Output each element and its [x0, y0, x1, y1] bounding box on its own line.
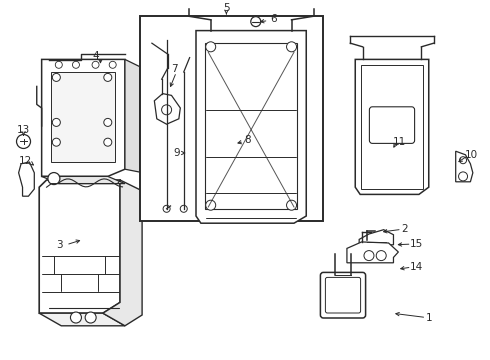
- Circle shape: [206, 42, 216, 52]
- Circle shape: [287, 200, 296, 210]
- Bar: [205, 43, 297, 209]
- FancyBboxPatch shape: [320, 273, 366, 318]
- Polygon shape: [19, 162, 34, 196]
- Text: 4: 4: [92, 51, 99, 61]
- Polygon shape: [456, 151, 473, 182]
- Circle shape: [55, 61, 62, 68]
- Polygon shape: [39, 180, 120, 313]
- Circle shape: [109, 61, 116, 68]
- Circle shape: [364, 251, 374, 261]
- Polygon shape: [125, 59, 140, 172]
- Text: 10: 10: [465, 150, 478, 160]
- Text: 15: 15: [410, 239, 423, 249]
- Circle shape: [459, 172, 467, 181]
- FancyBboxPatch shape: [325, 278, 361, 313]
- Polygon shape: [196, 31, 306, 223]
- Text: 1: 1: [425, 312, 432, 323]
- Circle shape: [52, 73, 60, 81]
- Polygon shape: [154, 94, 180, 124]
- Circle shape: [17, 135, 30, 148]
- Polygon shape: [347, 242, 398, 263]
- Circle shape: [251, 17, 261, 27]
- Circle shape: [363, 238, 370, 245]
- Text: 14: 14: [410, 262, 423, 272]
- Circle shape: [52, 118, 60, 126]
- Bar: [361, 65, 423, 189]
- Circle shape: [104, 73, 112, 81]
- Text: 8: 8: [244, 135, 251, 145]
- Circle shape: [287, 42, 296, 52]
- Text: 9: 9: [173, 148, 180, 158]
- Polygon shape: [39, 313, 125, 326]
- Circle shape: [52, 138, 60, 146]
- Text: 7: 7: [171, 64, 177, 74]
- Circle shape: [162, 105, 172, 115]
- Bar: [51, 72, 115, 162]
- Circle shape: [104, 138, 112, 146]
- Text: 2: 2: [401, 224, 408, 234]
- Polygon shape: [42, 59, 125, 176]
- Circle shape: [85, 312, 96, 323]
- Text: 12: 12: [19, 156, 32, 166]
- Text: 11: 11: [392, 137, 406, 147]
- Bar: [140, 16, 323, 221]
- Circle shape: [73, 61, 79, 68]
- Text: 13: 13: [17, 125, 30, 135]
- Circle shape: [460, 157, 466, 164]
- Circle shape: [163, 205, 170, 212]
- Circle shape: [180, 205, 187, 212]
- Polygon shape: [359, 230, 393, 245]
- Circle shape: [206, 200, 216, 210]
- Circle shape: [92, 61, 99, 68]
- FancyBboxPatch shape: [369, 107, 415, 143]
- Circle shape: [104, 118, 112, 126]
- Polygon shape: [42, 176, 125, 184]
- Polygon shape: [355, 59, 429, 194]
- Circle shape: [71, 312, 81, 323]
- Polygon shape: [103, 180, 142, 326]
- Text: 6: 6: [270, 14, 277, 24]
- Circle shape: [376, 251, 386, 261]
- Text: 3: 3: [56, 240, 63, 250]
- Circle shape: [48, 172, 60, 185]
- Text: 5: 5: [223, 3, 230, 13]
